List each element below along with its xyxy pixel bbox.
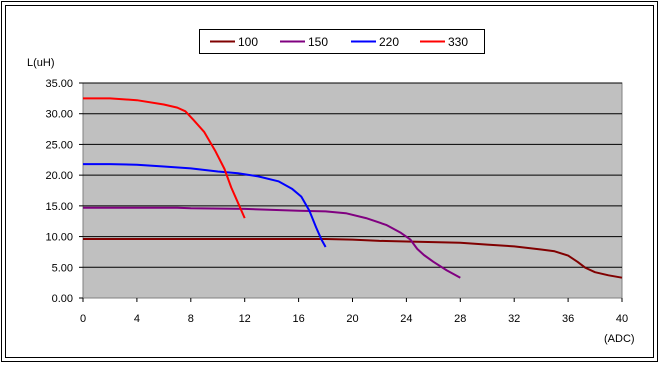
y-tick-label: 35.00 xyxy=(45,78,73,90)
x-axis-ticks: 0 4 8 12 16 20 24 28 32 36 40 xyxy=(79,82,628,325)
series-line-100 xyxy=(83,238,623,279)
x-tick-label: 24 xyxy=(400,313,412,325)
y-tick-label: 25.00 xyxy=(45,139,73,151)
legend-label-330: 330 xyxy=(448,35,468,49)
x-axis-title: (ADC) xyxy=(604,333,635,345)
y-tick-label: 15.00 xyxy=(45,201,73,213)
legend: 100 150 220 330 xyxy=(210,35,468,49)
x-tick-label: 28 xyxy=(454,313,466,325)
series-lines xyxy=(83,97,623,279)
legend-label-220: 220 xyxy=(379,35,399,49)
x-tick-label: 32 xyxy=(508,313,520,325)
grid-lines xyxy=(83,82,622,268)
y-tick-label: 30.00 xyxy=(45,109,73,121)
y-tick-label: 0.00 xyxy=(52,293,73,305)
series-line-220 xyxy=(83,163,327,248)
legend-label-150: 150 xyxy=(308,35,328,49)
plot-area xyxy=(82,82,623,299)
x-tick-label: 40 xyxy=(616,313,628,325)
y-tick-label: 10.00 xyxy=(45,232,73,244)
series-line-330 xyxy=(83,97,246,219)
y-axis-title: L(uH) xyxy=(27,57,55,69)
inner-border xyxy=(5,5,654,358)
y-tick-label: 20.00 xyxy=(45,170,73,182)
x-tick-label: 16 xyxy=(292,313,304,325)
legend-label-100: 100 xyxy=(238,35,258,49)
y-axis-ticks: 0.00 5.00 10.00 15.00 20.00 25.00 30.00 35.00 xyxy=(45,78,73,305)
x-tick-label: 8 xyxy=(188,313,194,325)
x-tick-label: 12 xyxy=(239,313,251,325)
series-line-150 xyxy=(83,206,461,279)
x-tick-label: 20 xyxy=(346,313,358,325)
x-tick-label: 4 xyxy=(134,313,140,325)
x-tick-label: 0 xyxy=(80,313,86,325)
y-tick-label: 5.00 xyxy=(52,262,73,274)
x-tick-label: 36 xyxy=(562,313,574,325)
